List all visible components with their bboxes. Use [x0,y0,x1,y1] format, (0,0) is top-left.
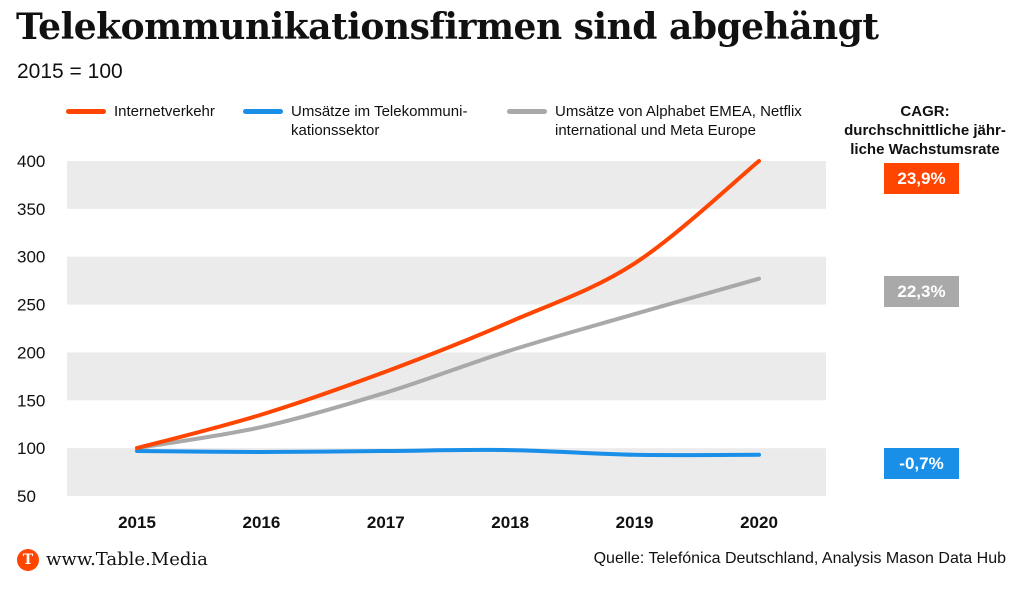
cagr-badge-internet: 23,9% [884,163,959,194]
x-tick-label: 2016 [242,513,280,532]
y-tick-label: 400 [17,152,45,171]
y-tick-label: 200 [17,343,45,362]
legend-label: Umsätze im Telekommuni- kationssektor [291,103,468,139]
legend-item-telekom: Umsätze im Telekommuni- kationssektor [243,102,467,140]
footer-source: Quelle: Telefónica Deutschland, Analysis… [593,550,1006,567]
y-tick-label: 350 [17,200,45,219]
grid-band [67,161,826,209]
legend-swatch [243,109,283,114]
cagr-heading: CAGR: durchschnittliche jähr- liche Wach… [844,103,1006,158]
table-media-logo-icon: T [17,549,39,571]
grid-band [67,256,826,305]
chart-title: Telekommunikationsfirmen sind abgehängt [16,6,879,48]
legend-swatch [66,109,106,114]
y-tick-label: 150 [17,391,45,410]
grid-band [67,352,826,401]
series-line [135,159,761,451]
series-line [135,447,761,458]
legend-item-alphabet-netflix-meta: Umsätze von Alphabet EMEA, Netflix inter… [507,102,802,140]
legend-label: Umsätze von Alphabet EMEA, Netflix inter… [555,103,802,139]
series-line [135,276,761,451]
x-tick-label: 2018 [491,513,529,532]
x-tick-label: 2019 [616,513,654,532]
legend-label: Internetverkehr [114,103,215,120]
x-tick-label: 2015 [118,513,156,532]
y-tick-label: 50 [17,487,36,506]
y-tick-label: 100 [17,439,45,458]
y-tick-label: 300 [17,248,45,267]
footer-site: www.Table.Media [46,549,208,570]
x-tick-label: 2020 [740,513,778,532]
y-tick-label: 250 [17,296,45,315]
legend-swatch [507,109,547,114]
x-tick-label: 2017 [367,513,405,532]
legend-item-internetverkehr: Internetverkehr [66,102,215,121]
cagr-badge-telekom: -0,7% [884,448,959,479]
chart-subtitle: 2015 = 100 [17,60,123,83]
cagr-badge-alphabet-netflix-meta: 22,3% [884,276,959,307]
